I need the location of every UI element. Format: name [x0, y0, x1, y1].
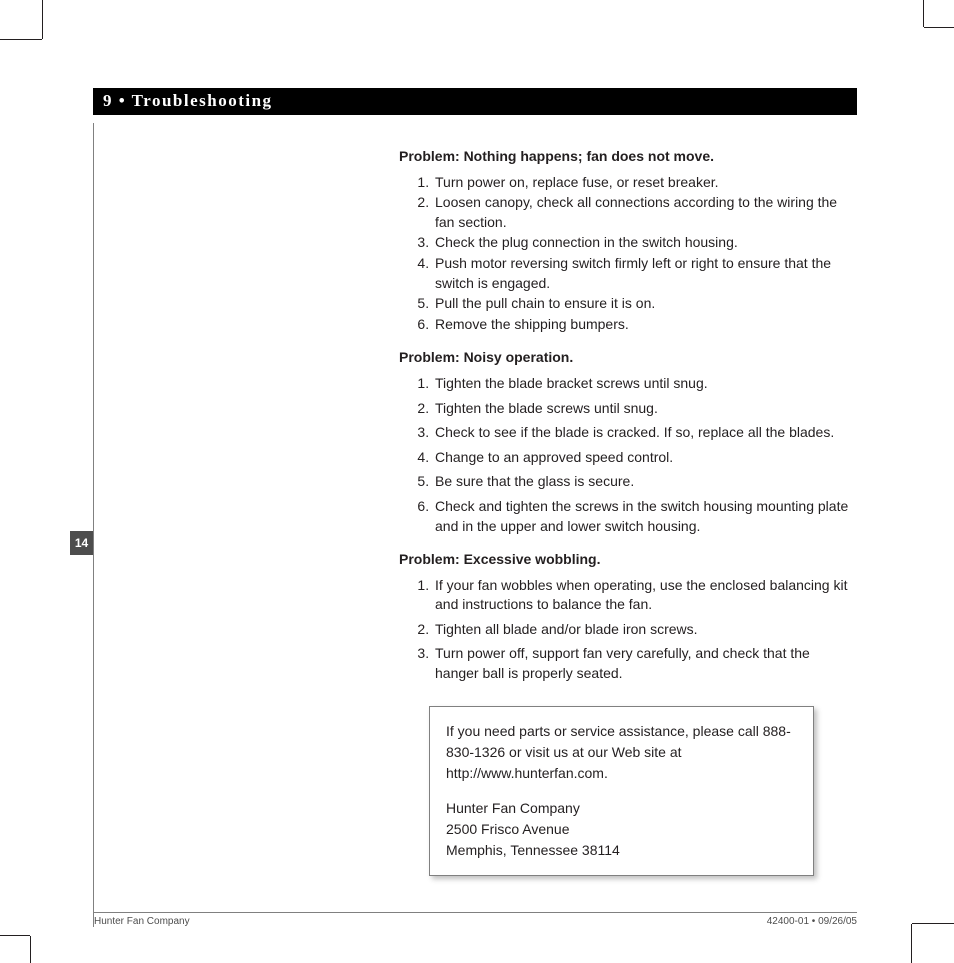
assistance-address: Hunter Fan Company 2500 Frisco Avenue Me…: [446, 798, 797, 861]
company-name: Hunter Fan Company: [446, 800, 580, 816]
section-title: 9 • Troubleshooting: [103, 91, 273, 110]
content: Problem: Nothing happens; fan does not m…: [399, 123, 849, 876]
problem-heading: Problem: Noisy operation.: [399, 348, 849, 368]
city: Memphis, Tennessee 38114: [446, 842, 620, 858]
problem-heading: Problem: Nothing happens; fan does not m…: [399, 147, 849, 167]
list-item: Remove the shipping bumpers.: [433, 315, 849, 335]
assistance-text: If you need parts or service assistance,…: [446, 721, 797, 784]
problem-list: Turn power on, replace fuse, or reset br…: [399, 173, 849, 335]
list-item: Check and tighten the screws in the swit…: [433, 497, 849, 536]
crop-mark: [42, 0, 43, 39]
footer-left: Hunter Fan Company: [94, 916, 190, 927]
crop-mark: [30, 936, 31, 963]
problem-heading: Problem: Excessive wobbling.: [399, 550, 849, 570]
list-item: Pull the pull chain to ensure it is on.: [433, 294, 849, 314]
content-wrap: 14 Problem: Nothing happens; fan does no…: [93, 123, 857, 927]
footer-right: 42400-01 • 09/26/05: [767, 916, 857, 927]
crop-mark: [912, 923, 954, 924]
crop-mark: [0, 39, 42, 40]
crop-mark: [911, 924, 912, 963]
crop-mark: [924, 27, 954, 28]
list-item: Tighten the blade bracket screws until s…: [433, 374, 849, 394]
list-item: Check to see if the blade is cracked. If…: [433, 423, 849, 443]
street: 2500 Frisco Avenue: [446, 821, 570, 837]
list-item: Tighten all blade and/or blade iron scre…: [433, 620, 849, 640]
list-item: If your fan wobbles when operating, use …: [433, 576, 849, 615]
problem-list: If your fan wobbles when operating, use …: [399, 576, 849, 684]
list-item: Tighten the blade screws until snug.: [433, 399, 849, 419]
list-item: Loosen canopy, check all connections acc…: [433, 193, 849, 232]
list-item: Push motor reversing switch firmly left …: [433, 254, 849, 293]
page-number: 14: [75, 536, 88, 550]
section-header: 9 • Troubleshooting: [93, 88, 857, 115]
page: 9 • Troubleshooting 14 Problem: Nothing …: [93, 88, 857, 927]
footer: Hunter Fan Company 42400-01 • 09/26/05: [94, 913, 857, 927]
problem-list: Tighten the blade bracket screws until s…: [399, 374, 849, 536]
list-item: Check the plug connection in the switch …: [433, 233, 849, 253]
assistance-box: If you need parts or service assistance,…: [429, 706, 814, 876]
list-item: Be sure that the glass is secure.: [433, 472, 849, 492]
list-item: Turn power on, replace fuse, or reset br…: [433, 173, 849, 193]
list-item: Turn power off, support fan very careful…: [433, 644, 849, 683]
crop-mark: [923, 0, 924, 27]
list-item: Change to an approved speed control.: [433, 448, 849, 468]
crop-mark: [0, 935, 30, 936]
page-number-tab: 14: [70, 531, 93, 555]
